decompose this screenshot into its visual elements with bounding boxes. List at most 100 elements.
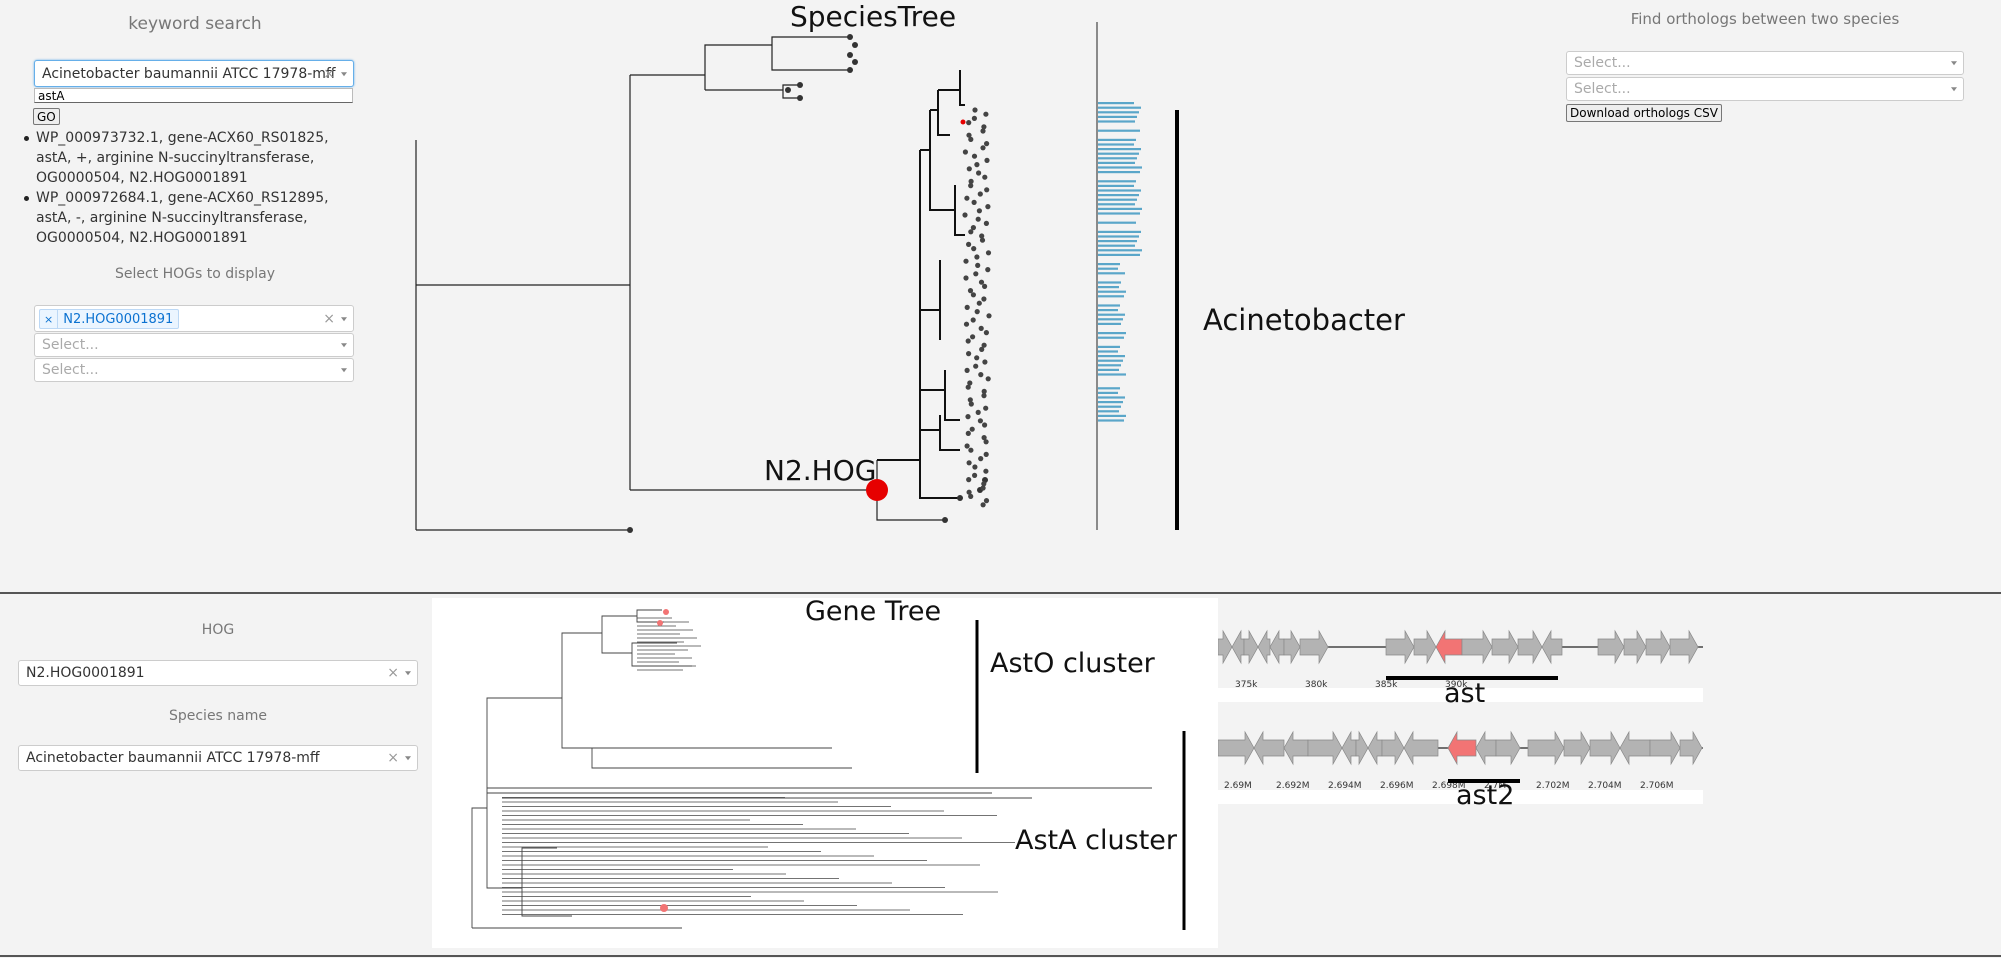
gene-arrow[interactable] <box>1253 730 1285 766</box>
chevron-down-icon[interactable] <box>405 756 411 761</box>
hog-chip[interactable]: × N2.HOG0001891 <box>39 309 180 329</box>
gene-arrow[interactable] <box>1563 730 1591 766</box>
gene-tree-highlight-marker <box>660 904 668 912</box>
gene-arrow[interactable] <box>1299 629 1329 665</box>
chevron-down-icon[interactable] <box>341 316 347 321</box>
species-bar <box>1098 387 1120 390</box>
species-select-clear-icon[interactable]: × <box>323 65 335 82</box>
species-leaf <box>982 359 988 365</box>
gene-arrow[interactable] <box>1341 730 1357 766</box>
species-bar <box>1098 322 1121 325</box>
bottom-hog-select[interactable]: N2.HOG0001891 × <box>18 660 418 686</box>
gene-arrow[interactable] <box>1218 730 1255 766</box>
chevron-down-icon[interactable] <box>341 368 347 373</box>
gene-maps-plot[interactable]: 375k 380k 385k 390k 2.69M 2.692M 2.694M 2.696M… <box>1218 598 1708 828</box>
gene-arrow[interactable] <box>1669 629 1699 665</box>
gene-arrow[interactable] <box>1541 629 1563 665</box>
gene-arrow[interactable] <box>1403 730 1439 766</box>
species-tree-plot[interactable] <box>400 10 1200 570</box>
gene-arrow[interactable] <box>1381 730 1405 766</box>
species-bar <box>1098 318 1123 321</box>
gene-arrow[interactable] <box>1461 629 1493 665</box>
gene-arrow[interactable] <box>1495 730 1521 766</box>
species-leaf <box>981 342 987 348</box>
gene-arrow[interactable] <box>1367 730 1383 766</box>
gene-arrow[interactable] <box>1619 730 1651 766</box>
hog-select-3[interactable]: Select... <box>34 358 354 382</box>
species-leaf <box>984 187 990 193</box>
map-tick-label: 390k <box>1445 680 1468 690</box>
species-name-label: Species name <box>168 708 268 724</box>
asta-cluster-label: AstA cluster <box>1015 825 1177 856</box>
hog-select-clear-icon[interactable]: × <box>323 310 335 327</box>
gene-arrow[interactable] <box>1385 629 1415 665</box>
species-leaf <box>985 376 991 382</box>
gene-arrow[interactable] <box>1218 629 1233 665</box>
chevron-down-icon[interactable] <box>405 671 411 676</box>
chip-remove-icon[interactable]: × <box>40 310 59 328</box>
gene-arrow[interactable] <box>1527 730 1565 766</box>
hog-select-3-placeholder: Select... <box>42 362 99 378</box>
gene-arrow[interactable] <box>1257 629 1271 665</box>
species-leaf <box>985 267 991 273</box>
gene-tree-plot[interactable] <box>432 598 1218 950</box>
map1-axis-band <box>1218 688 1703 702</box>
species-bar <box>1098 304 1120 307</box>
gene-arrow[interactable] <box>1269 629 1285 665</box>
species-bar <box>1098 221 1136 224</box>
ortholog-species-b-select[interactable]: Select... <box>1566 77 1964 101</box>
gene-arrow[interactable] <box>1517 629 1543 665</box>
species-leaf <box>965 384 971 390</box>
species-bar <box>1098 207 1142 210</box>
gene-arrow[interactable] <box>1413 629 1437 665</box>
species-leaf <box>970 292 977 298</box>
species-leaf <box>968 229 974 235</box>
species-leaf <box>981 481 987 487</box>
go-button[interactable]: GO <box>33 108 60 125</box>
hog-select-2[interactable]: Select... <box>34 333 354 357</box>
gene-arrow[interactable] <box>1649 730 1681 766</box>
species-tree-branches <box>415 36 945 531</box>
chevron-down-icon[interactable] <box>341 71 347 76</box>
gene-tree-canvas[interactable] <box>432 598 1218 948</box>
chevron-down-icon[interactable] <box>341 343 347 348</box>
species-bar <box>1098 313 1125 316</box>
highlighted-gene-arrow[interactable] <box>1435 629 1463 665</box>
species-leaf <box>972 472 978 478</box>
species-bar <box>1098 290 1126 293</box>
species-leaf <box>980 485 986 491</box>
gene-arrow[interactable] <box>1623 629 1647 665</box>
species-leaf <box>966 489 972 495</box>
chevron-down-icon[interactable] <box>1951 61 1957 66</box>
ortholog-species-a-select[interactable]: Select... <box>1566 51 1964 75</box>
gene-arrow[interactable] <box>1597 629 1625 665</box>
bottom-species-select[interactable]: Acinetobacter baumannii ATCC 17978-mff × <box>18 745 418 771</box>
gene-arrow[interactable] <box>1283 629 1301 665</box>
ortholog-species-a-placeholder: Select... <box>1574 55 1631 71</box>
gene-arrow[interactable] <box>1231 629 1245 665</box>
bottom-species-clear-icon[interactable]: × <box>387 750 399 766</box>
bottom-hog-clear-icon[interactable]: × <box>387 665 399 681</box>
gene-arrow[interactable] <box>1307 730 1343 766</box>
species-bar <box>1098 345 1120 348</box>
gene-arrow[interactable] <box>1491 629 1519 665</box>
keyword-input[interactable] <box>34 88 353 103</box>
gene-map-ast-ticks: 375k 380k 385k 390k <box>1235 680 1468 690</box>
chevron-down-icon[interactable] <box>1951 87 1957 92</box>
gene-arrow[interactable] <box>1283 730 1309 766</box>
hog-multiselect[interactable]: × N2.HOG0001891 × <box>34 305 354 332</box>
species-leaf <box>981 124 987 130</box>
species-leaf <box>969 426 975 432</box>
species-bar <box>1098 161 1135 164</box>
download-orthologs-button[interactable]: Download orthologs CSV <box>1566 104 1722 122</box>
gene-arrow[interactable] <box>1475 730 1497 766</box>
gene-arrow[interactable] <box>1645 629 1671 665</box>
gene-arrow[interactable] <box>1679 730 1703 766</box>
gene-arrow[interactable] <box>1355 730 1369 766</box>
highlighted-gene-arrow[interactable] <box>1447 730 1477 766</box>
species-bar-track <box>1098 102 1142 422</box>
gene-arrow[interactable] <box>1589 730 1621 766</box>
species-select[interactable]: Acinetobacter baumannii ATCC 17978-mff × <box>34 60 354 87</box>
hog-select-2-placeholder: Select... <box>42 337 99 353</box>
gene-arrow[interactable] <box>1243 629 1259 665</box>
